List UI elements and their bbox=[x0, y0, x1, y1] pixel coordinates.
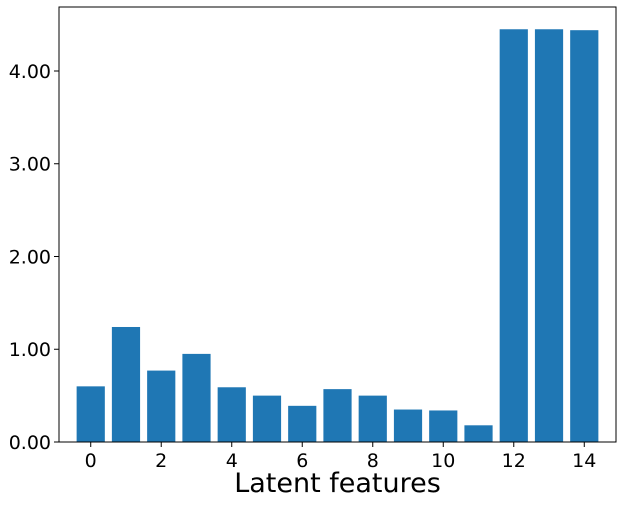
x-tick-label: 8 bbox=[367, 450, 379, 472]
y-axis-ticks: 0.00 1.00 2.00 3.00 4.00 bbox=[9, 61, 59, 454]
x-axis-title: Latent features bbox=[234, 468, 441, 499]
y-tick-label: 0.00 bbox=[9, 432, 51, 454]
y-tick-label: 2.00 bbox=[9, 246, 51, 268]
bar-0 bbox=[76, 386, 105, 442]
bar-4 bbox=[217, 387, 246, 442]
x-tick-label: 4 bbox=[226, 450, 238, 472]
bar-3 bbox=[182, 353, 211, 442]
bar-10 bbox=[429, 410, 458, 442]
y-tick-label: 3.00 bbox=[9, 154, 51, 176]
y-tick-label: 1.00 bbox=[9, 339, 51, 361]
bar-12 bbox=[499, 29, 528, 442]
x-axis-ticks: 0 2 4 6 8 10 12 14 bbox=[85, 442, 596, 472]
x-tick-label: 6 bbox=[296, 450, 308, 472]
bar-14 bbox=[570, 30, 599, 443]
bar-5 bbox=[252, 395, 282, 442]
bar-6 bbox=[288, 405, 317, 442]
bars-group bbox=[76, 29, 599, 443]
bar-9 bbox=[393, 409, 423, 442]
bar-8 bbox=[358, 395, 387, 442]
bar-2 bbox=[147, 370, 176, 442]
x-tick-label: 2 bbox=[155, 450, 167, 472]
x-tick-label: 12 bbox=[502, 450, 526, 472]
x-tick-label: 14 bbox=[572, 450, 596, 472]
bar-11 bbox=[464, 425, 493, 442]
x-tick-label: 0 bbox=[85, 450, 97, 472]
bar-13 bbox=[534, 29, 564, 442]
y-tick-label: 4.00 bbox=[9, 61, 51, 83]
x-tick-label: 10 bbox=[431, 450, 455, 472]
plot-frame bbox=[58, 6, 617, 443]
bar-7 bbox=[323, 389, 352, 442]
bar-1 bbox=[111, 326, 141, 442]
